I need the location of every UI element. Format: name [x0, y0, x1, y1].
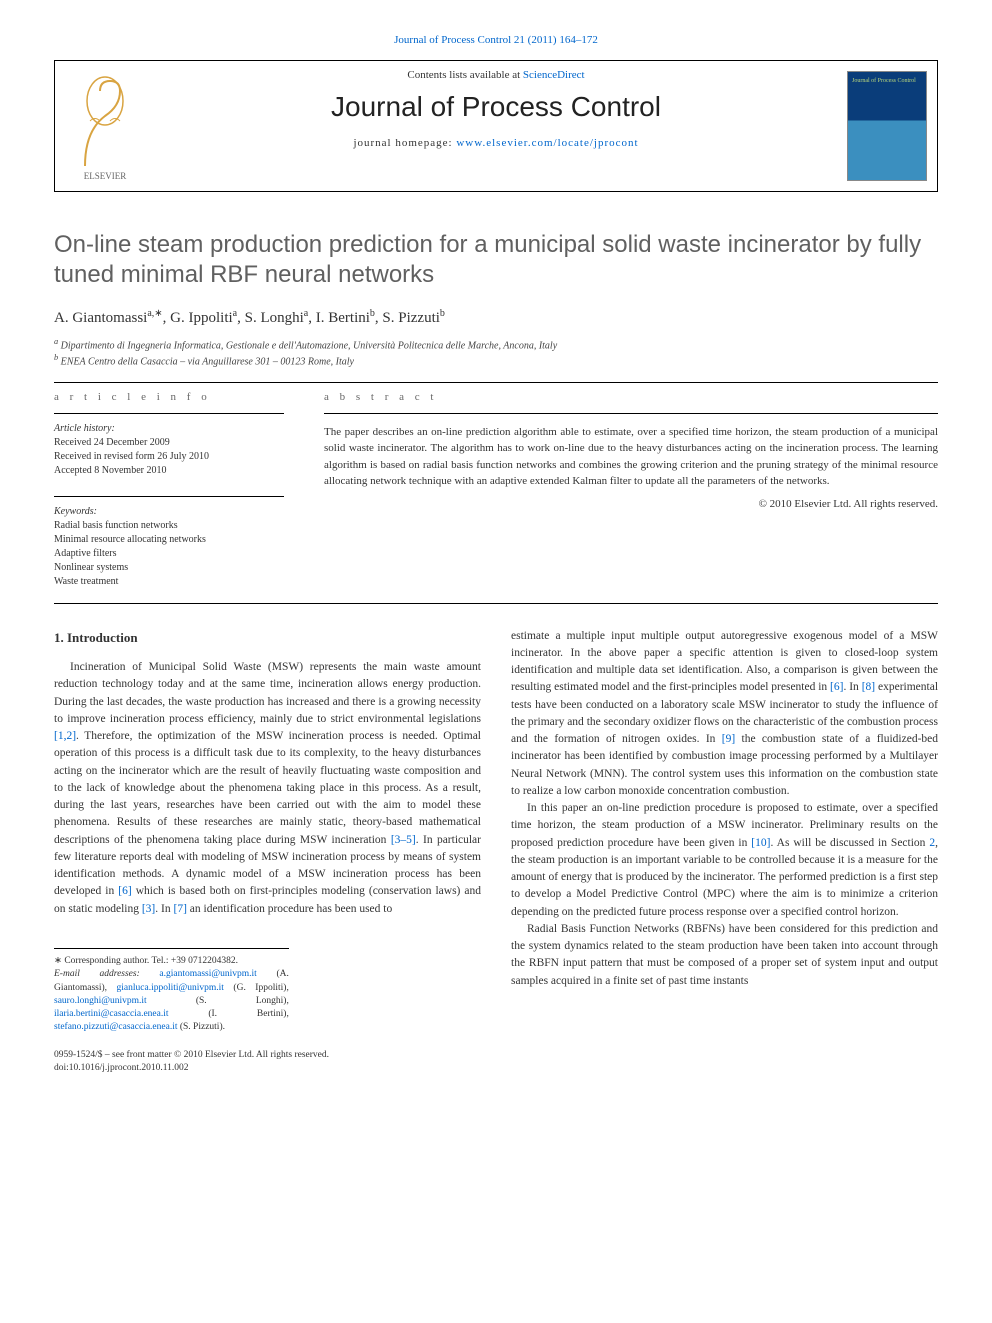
keyword-item: Nonlinear systems: [54, 561, 284, 575]
cover-text: Journal of Process Control: [848, 72, 926, 91]
homepage-pre: journal homepage:: [353, 137, 456, 149]
doi-line: doi:10.1016/j.jprocont.2010.11.002: [54, 1062, 481, 1075]
ref-link[interactable]: [8]: [862, 681, 875, 693]
keyword-item: Waste treatment: [54, 575, 284, 589]
journal-name: Journal of Process Control: [165, 91, 827, 123]
ref-link[interactable]: [6]: [830, 681, 843, 693]
corresponding-author: ∗ Corresponding author. Tel.: +39 071220…: [54, 955, 289, 968]
footnotes: ∗ Corresponding author. Tel.: +39 071220…: [54, 948, 289, 1035]
author-list: A. Giantomassia,∗, G. Ippolitia, S. Long…: [54, 308, 938, 327]
journal-header-box: ELSEVIER Contents lists available at Sci…: [54, 60, 938, 192]
email-link[interactable]: ilaria.bertini@casaccia.enea.it: [54, 1009, 169, 1019]
history-item: Received 24 December 2009: [54, 436, 284, 450]
bottom-meta: 0959-1524/$ – see front matter © 2010 El…: [54, 1049, 481, 1076]
body-p3: In this paper an on-line prediction proc…: [511, 800, 938, 921]
ref-link[interactable]: [7]: [173, 903, 186, 915]
contents-pre: Contents lists available at: [407, 69, 522, 81]
keyword-item: Radial basis function networks: [54, 519, 284, 533]
body-p4: Radial Basis Function Networks (RBFNs) h…: [511, 921, 938, 990]
abstract-rule: [324, 413, 938, 414]
abstract-text: The paper describes an on-line predictio…: [324, 424, 938, 490]
affiliation: a Dipartimento di Ingegneria Informatica…: [54, 337, 938, 351]
abstract-label: a b s t r a c t: [324, 391, 938, 403]
journal-cover-thumbnail[interactable]: Journal of Process Control: [847, 71, 927, 181]
history-label: Article history:: [54, 422, 284, 436]
abstract-copyright: © 2010 Elsevier Ltd. All rights reserved…: [324, 498, 938, 510]
info-rule: [54, 413, 284, 414]
affiliation: b ENEA Centro della Casaccia – via Angui…: [54, 353, 938, 367]
history-item: Accepted 8 November 2010: [54, 464, 284, 478]
email-link[interactable]: sauro.longhi@univpm.it: [54, 996, 147, 1006]
homepage-link[interactable]: www.elsevier.com/locate/jprocont: [456, 137, 638, 149]
rule-top: [54, 382, 938, 383]
history-item: Received in revised form 26 July 2010: [54, 450, 284, 464]
article-info-label: a r t i c l e i n f o: [54, 391, 284, 403]
ref-link[interactable]: [6]: [118, 885, 131, 897]
ref-link[interactable]: [3]: [142, 903, 155, 915]
section-link[interactable]: 2: [929, 837, 935, 849]
body-p2: estimate a multiple input multiple outpu…: [511, 628, 938, 801]
email-link[interactable]: stefano.pizzuti@casaccia.enea.it: [54, 1022, 177, 1032]
keywords-label: Keywords:: [54, 505, 284, 519]
body-p1: Incineration of Municipal Solid Waste (M…: [54, 659, 481, 918]
article-history: Article history: Received 24 December 20…: [54, 422, 284, 478]
keyword-item: Minimal resource allocating networks: [54, 533, 284, 547]
contents-line: Contents lists available at ScienceDirec…: [165, 69, 827, 81]
ref-link[interactable]: [1,2]: [54, 730, 76, 742]
ref-link[interactable]: [9]: [722, 733, 735, 745]
keywords: Keywords: Radial basis function networks…: [54, 505, 284, 589]
sciencedirect-link[interactable]: ScienceDirect: [523, 69, 585, 81]
svg-text:ELSEVIER: ELSEVIER: [84, 171, 127, 181]
keyword-item: Adaptive filters: [54, 547, 284, 561]
rule-bottom: [54, 603, 938, 604]
body-column-left: 1. Introduction Incineration of Municipa…: [54, 628, 481, 1076]
kw-rule: [54, 496, 284, 497]
front-matter-line: 0959-1524/$ – see front matter © 2010 El…: [54, 1049, 481, 1062]
body-column-right: estimate a multiple input multiple outpu…: [511, 628, 938, 1076]
email-link[interactable]: gianluca.ippoliti@univpm.it: [117, 983, 224, 993]
article-title: On-line steam production prediction for …: [54, 230, 938, 290]
section-1-heading: 1. Introduction: [54, 628, 481, 648]
emails-block: E-mail addresses: a.giantomassi@univpm.i…: [54, 968, 289, 1034]
citation-header: Journal of Process Control 21 (2011) 164…: [54, 34, 938, 46]
ref-link[interactable]: [10]: [751, 837, 770, 849]
email-link[interactable]: a.giantomassi@univpm.it: [159, 969, 256, 979]
elsevier-logo-icon[interactable]: ELSEVIER: [65, 71, 145, 181]
citation-link[interactable]: Journal of Process Control 21 (2011) 164…: [394, 34, 598, 46]
homepage-line: journal homepage: www.elsevier.com/locat…: [165, 137, 827, 149]
ref-link[interactable]: [3–5]: [391, 834, 416, 846]
